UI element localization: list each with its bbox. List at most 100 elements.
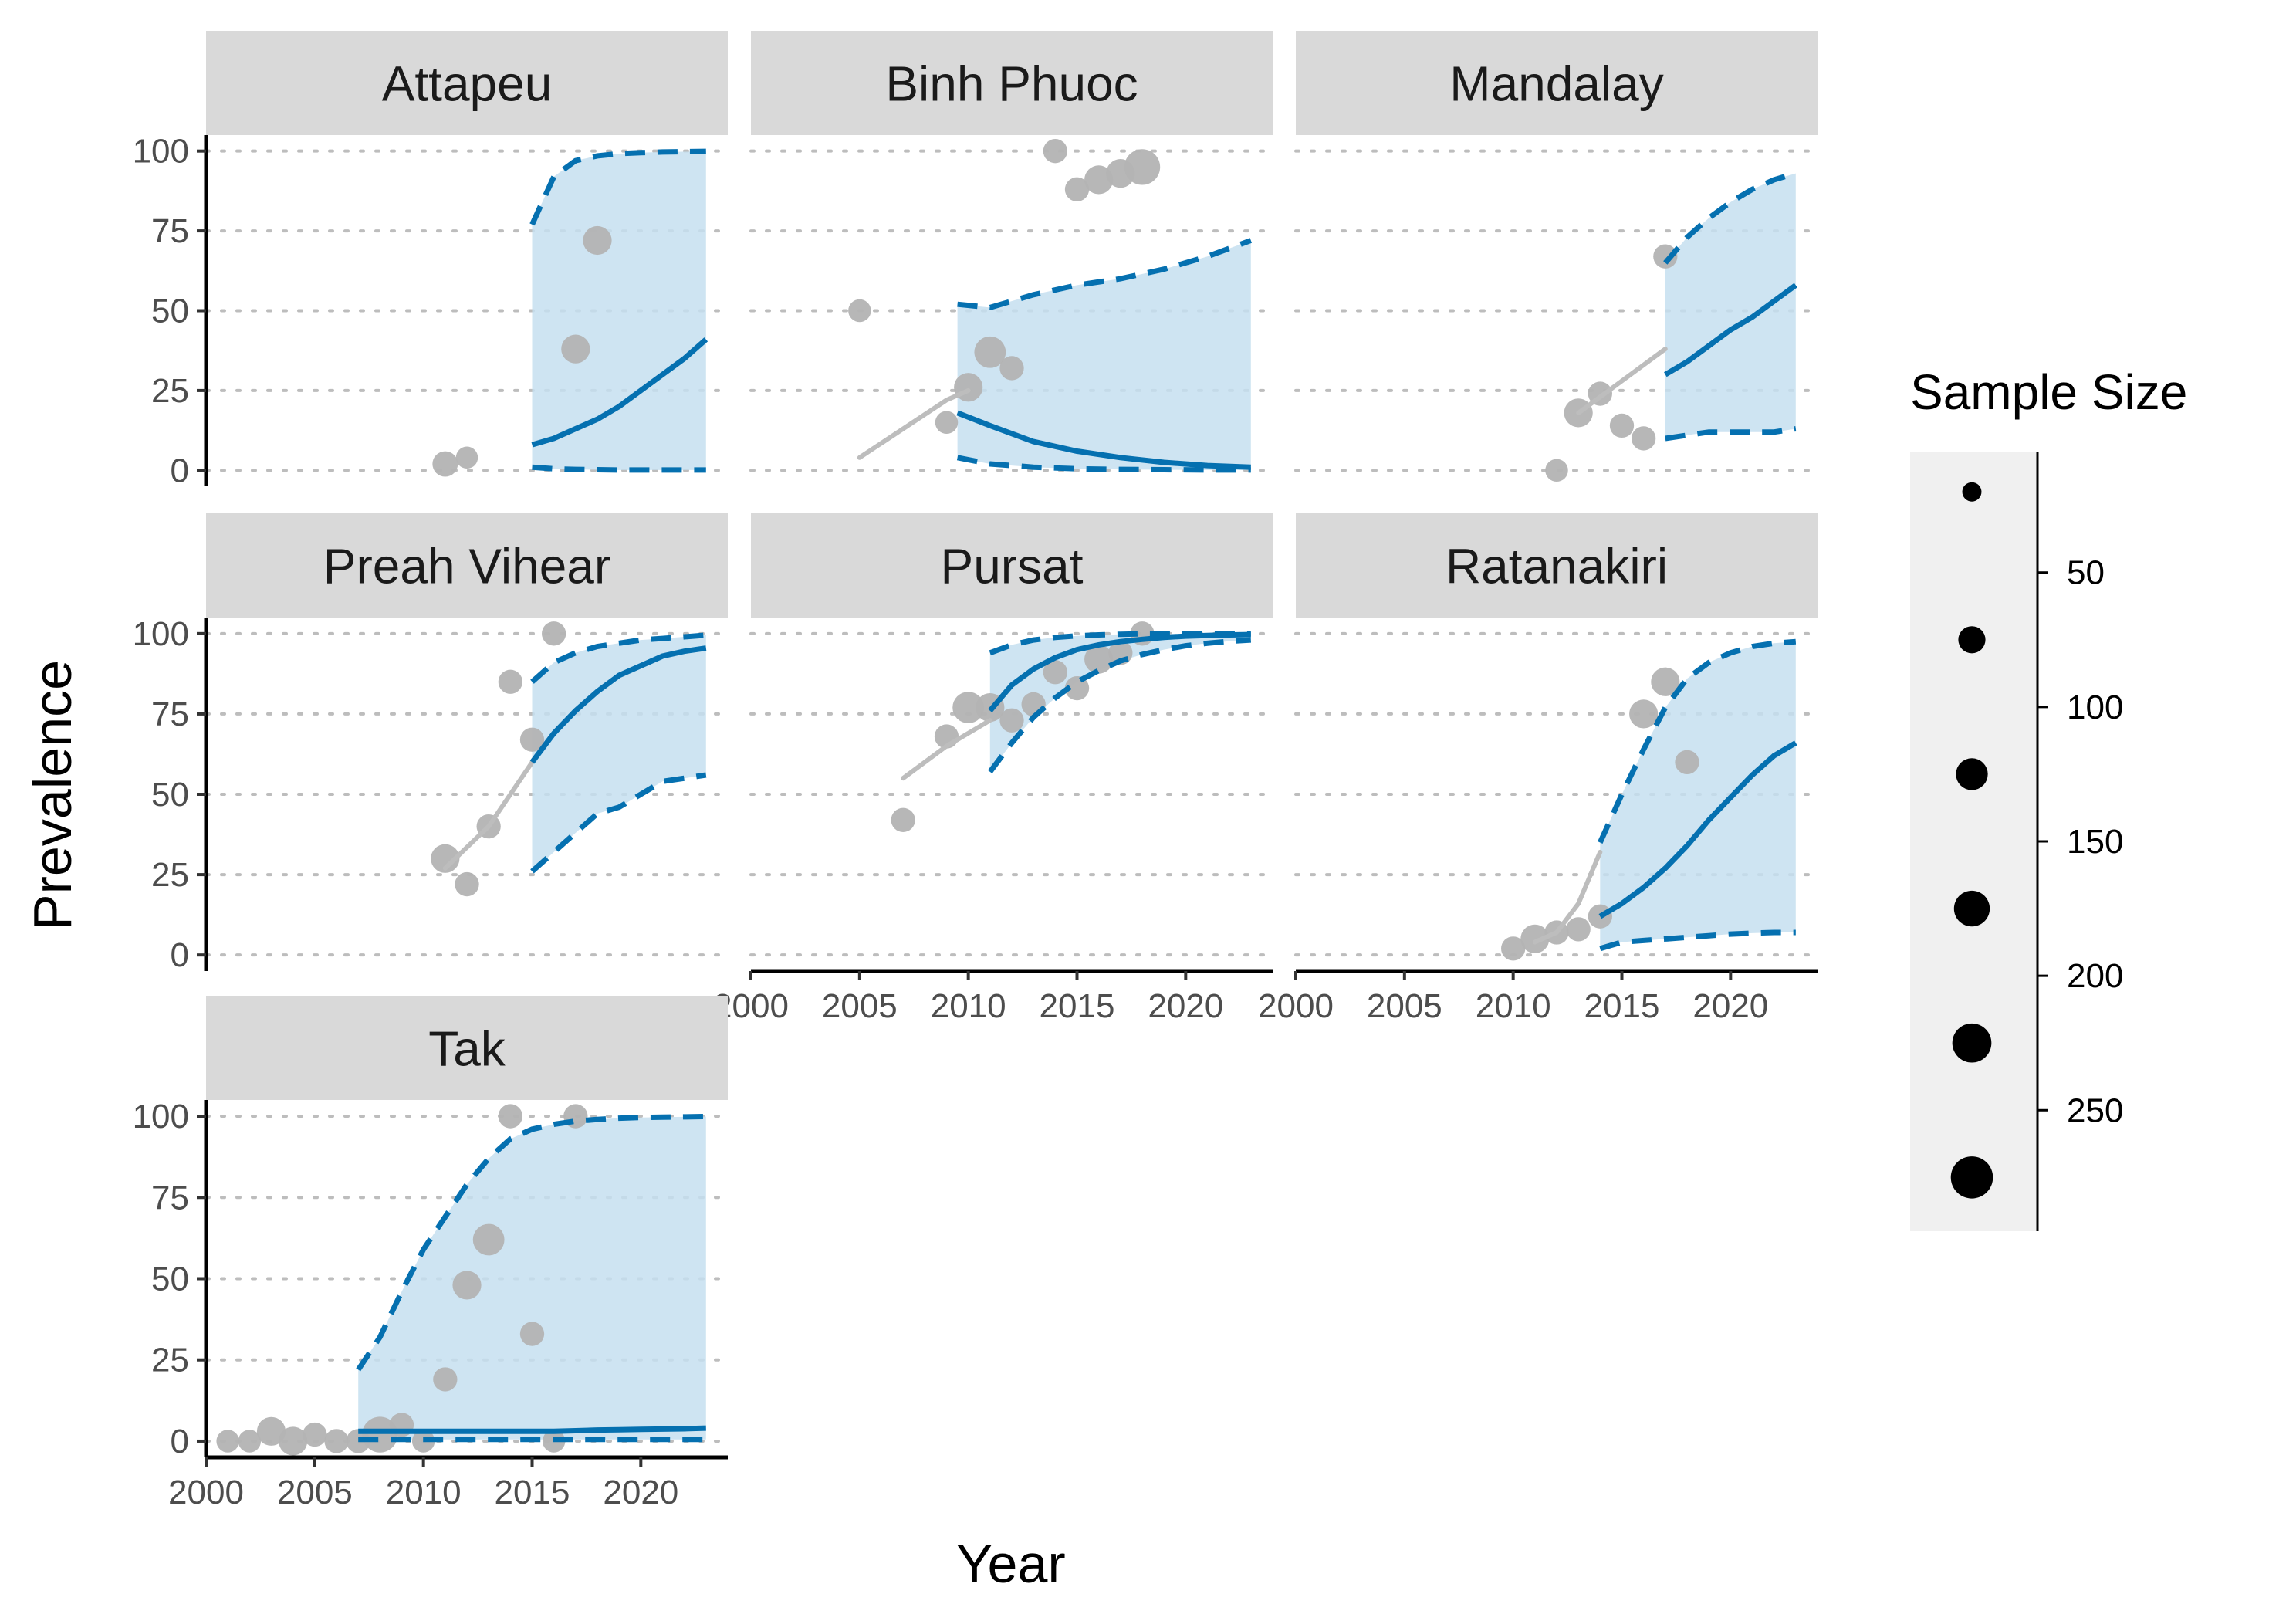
y-tick-label: 50 (151, 776, 189, 814)
lower-bound-line (530, 772, 707, 874)
panel-title: Tak (428, 1021, 506, 1077)
mean-line (988, 631, 1251, 712)
data-point (935, 411, 959, 435)
legend-size-dot (1958, 626, 1986, 654)
data-point (542, 621, 566, 646)
history-line (1532, 849, 1603, 945)
y-tick-label: 0 (171, 1423, 189, 1460)
mean-line (1598, 740, 1797, 919)
panel-strip (1296, 513, 1818, 618)
history-line (1576, 347, 1668, 415)
legend-tick-label: 250 (2067, 1091, 2123, 1129)
panel-title: Pursat (941, 539, 1084, 594)
panel-strip (206, 513, 728, 618)
data-point (1064, 675, 1090, 701)
mean-line (531, 337, 708, 448)
data-point (1609, 413, 1635, 438)
upper-bound-line (1663, 171, 1797, 265)
upper-bound-line (1598, 638, 1797, 844)
data-point (324, 1429, 349, 1453)
panel-title: Preah Vihear (323, 539, 610, 594)
data-point (519, 727, 545, 752)
y-tick-label: 25 (151, 372, 189, 410)
data-point (1501, 936, 1526, 961)
y-tick-label: 100 (133, 615, 189, 653)
data-point (1043, 139, 1067, 164)
panel-preah-vihear: Preah Vihear 0 25 50 75 100 (133, 513, 729, 974)
legend-title: Sample Size (1910, 364, 2187, 420)
y-tick-label: 25 (151, 856, 189, 894)
data-point (891, 807, 915, 832)
mean-line (529, 645, 707, 764)
data-point (999, 356, 1024, 381)
y-axis-title: Prevalence (22, 660, 83, 930)
data-point (1084, 165, 1114, 195)
data-point (519, 1322, 545, 1346)
x-tick-label: 2000 (1258, 987, 1334, 1025)
data-point (1566, 917, 1591, 942)
upper-bound-line (529, 148, 706, 226)
y-tick-label: 75 (151, 695, 189, 733)
data-point (1632, 426, 1656, 451)
data-point (279, 1426, 308, 1456)
data-point (1651, 667, 1680, 696)
x-tick-label: 2015 (495, 1474, 570, 1511)
legend-size-dot (1952, 1023, 1992, 1063)
upper-bound-line (989, 631, 1251, 656)
panel-strip (206, 31, 728, 135)
data-point (583, 225, 612, 256)
legend-tick-label: 50 (2067, 554, 2105, 592)
y-tick-label: 0 (171, 452, 189, 489)
panel-title: Ratanakiri (1446, 539, 1668, 594)
x-tick-label: 2020 (603, 1474, 678, 1511)
data-point (455, 871, 479, 897)
x-tick-label: 2020 (1148, 987, 1223, 1025)
data-point (1124, 149, 1161, 185)
legend-size-dot (1956, 758, 1988, 790)
data-point (1545, 459, 1568, 482)
data-point (952, 692, 985, 723)
data-point (455, 446, 478, 469)
panel-strip (1296, 31, 1818, 135)
panel-binh-phuoc: Binh Phuoc (749, 31, 1274, 473)
data-point (1675, 750, 1699, 775)
credible-band (358, 1116, 706, 1440)
lower-bound-line (1665, 426, 1797, 442)
size-legend: Sample Size 50 100 150 200 250 (1910, 364, 2187, 1231)
panel-title: Attapeu (382, 56, 553, 112)
history-line (901, 718, 992, 781)
panel-ratanakiri: Ratanakiri 2000 2005 2010 2015 2020 (1258, 513, 1819, 1025)
data-point (498, 1104, 522, 1129)
upper-bound-line (957, 238, 1253, 310)
legend-tick-label: 200 (2067, 957, 2123, 995)
x-tick-label: 2010 (386, 1474, 462, 1511)
x-tick-label: 2015 (1040, 987, 1115, 1025)
history-line (442, 760, 535, 871)
legend-tick-label: 150 (2067, 823, 2123, 861)
credible-band (532, 151, 706, 470)
x-tick-label: 2010 (931, 987, 1006, 1025)
data-point (432, 451, 458, 477)
data-point (1653, 244, 1678, 269)
data-point (472, 1223, 505, 1256)
legend-key-background (1910, 452, 2037, 1231)
data-point (561, 334, 590, 364)
lower-bound-line (956, 455, 1251, 473)
upper-bound-line (356, 1114, 706, 1372)
credible-band (1665, 173, 1796, 438)
data-point (452, 1271, 482, 1300)
mean-line (1664, 283, 1797, 377)
y-tick-label: 50 (151, 1261, 189, 1298)
credible-band (1600, 641, 1796, 949)
data-point (303, 1422, 327, 1447)
mean-line (358, 1425, 706, 1434)
data-point (974, 336, 1006, 368)
data-point (999, 708, 1024, 733)
data-point (216, 1430, 239, 1453)
panel-strip (751, 31, 1273, 135)
panel-title: Mandalay (1449, 56, 1664, 112)
x-tick-label: 2020 (1692, 987, 1768, 1025)
panel-attapeu: Attapeu 0 25 50 75 100 (133, 31, 729, 489)
